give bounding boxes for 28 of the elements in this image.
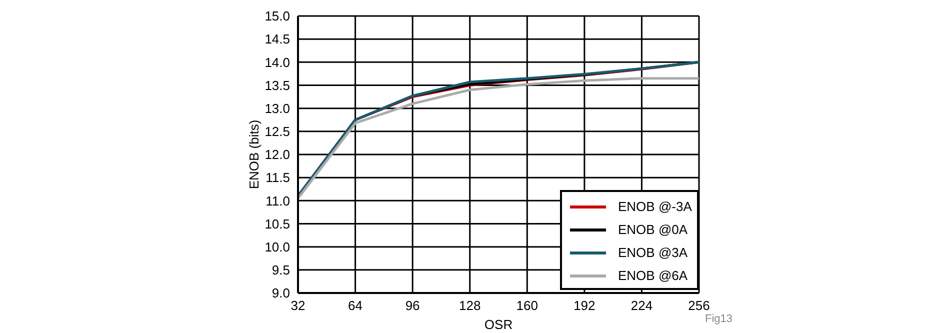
x-tick-label: 96 <box>405 298 420 314</box>
y-tick-label: 11.5 <box>266 170 290 186</box>
x-tick-label: 192 <box>574 298 596 314</box>
x-tick-label: 160 <box>516 298 538 314</box>
y-axis-title: ENOB (bits) <box>246 120 262 190</box>
x-tick-label: 224 <box>630 298 653 314</box>
y-tick-label: 11.0 <box>266 193 290 208</box>
y-tick-label: 10.0 <box>264 239 290 254</box>
legend-label: ENOB @6A <box>618 268 688 283</box>
y-tick-label: 12.5 <box>264 124 290 140</box>
x-tick-label: 32 <box>290 298 306 314</box>
y-tick-label: 15.0 <box>264 8 290 24</box>
y-tick-label: 14.0 <box>264 54 290 70</box>
legend-label: ENOB @0A <box>618 222 688 237</box>
y-tick-label: 14.5 <box>264 32 290 47</box>
y-tick-label: 12.0 <box>264 147 290 162</box>
y-tick-label: 9.0 <box>272 286 290 301</box>
caption: Fig13 <box>705 313 733 325</box>
y-tick-label: 9.5 <box>272 262 290 278</box>
x-tick-label: 128 <box>459 298 481 314</box>
x-axis-title: OSR <box>484 317 513 332</box>
x-tick-label: 64 <box>348 298 363 314</box>
y-tick-label: 13.0 <box>264 100 290 116</box>
x-tick-label: 256 <box>688 298 710 314</box>
legend-label: ENOB @-3A <box>618 199 692 214</box>
legend-label: ENOB @3A <box>618 245 688 260</box>
y-tick-label: 10.5 <box>264 216 290 232</box>
y-tick-label: 13.5 <box>264 78 290 93</box>
